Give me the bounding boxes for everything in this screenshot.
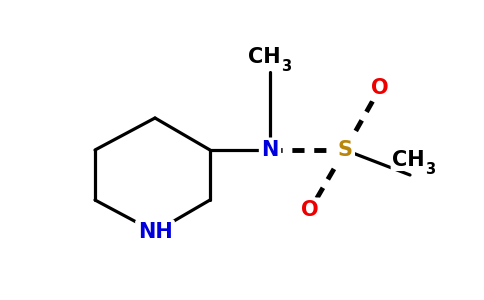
Text: O: O	[371, 78, 389, 98]
Text: O: O	[301, 200, 319, 220]
Text: CH: CH	[248, 47, 280, 67]
Text: 3: 3	[425, 162, 435, 177]
Text: N: N	[261, 140, 279, 160]
Text: NH: NH	[137, 222, 172, 242]
Text: CH: CH	[392, 150, 424, 170]
Text: 3: 3	[281, 59, 291, 74]
Text: S: S	[337, 140, 352, 160]
